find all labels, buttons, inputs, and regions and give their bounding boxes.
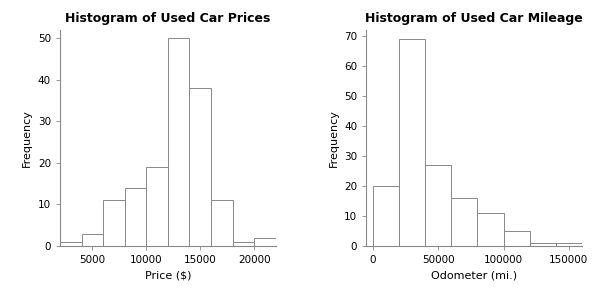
Bar bbox=[103, 200, 125, 246]
Bar bbox=[254, 238, 276, 246]
X-axis label: Price ($): Price ($) bbox=[145, 271, 191, 281]
Bar bbox=[399, 39, 425, 246]
Bar bbox=[190, 88, 211, 246]
Bar bbox=[82, 233, 103, 246]
Bar bbox=[146, 167, 168, 246]
Bar bbox=[60, 242, 82, 246]
Bar bbox=[373, 186, 399, 246]
Bar bbox=[168, 38, 190, 246]
Bar bbox=[233, 242, 254, 246]
Bar bbox=[530, 243, 556, 246]
Bar bbox=[125, 188, 146, 246]
Y-axis label: Frequency: Frequency bbox=[329, 109, 338, 167]
Bar bbox=[503, 231, 530, 246]
Title: Histogram of Used Car Prices: Histogram of Used Car Prices bbox=[65, 12, 271, 25]
Y-axis label: Frequency: Frequency bbox=[22, 109, 32, 167]
Bar bbox=[556, 243, 582, 246]
Title: Histogram of Used Car Mileage: Histogram of Used Car Mileage bbox=[365, 12, 583, 25]
Bar bbox=[478, 213, 503, 246]
Bar bbox=[425, 165, 451, 246]
X-axis label: Odometer (mi.): Odometer (mi.) bbox=[431, 271, 517, 281]
Bar bbox=[451, 198, 478, 246]
Bar bbox=[211, 200, 233, 246]
